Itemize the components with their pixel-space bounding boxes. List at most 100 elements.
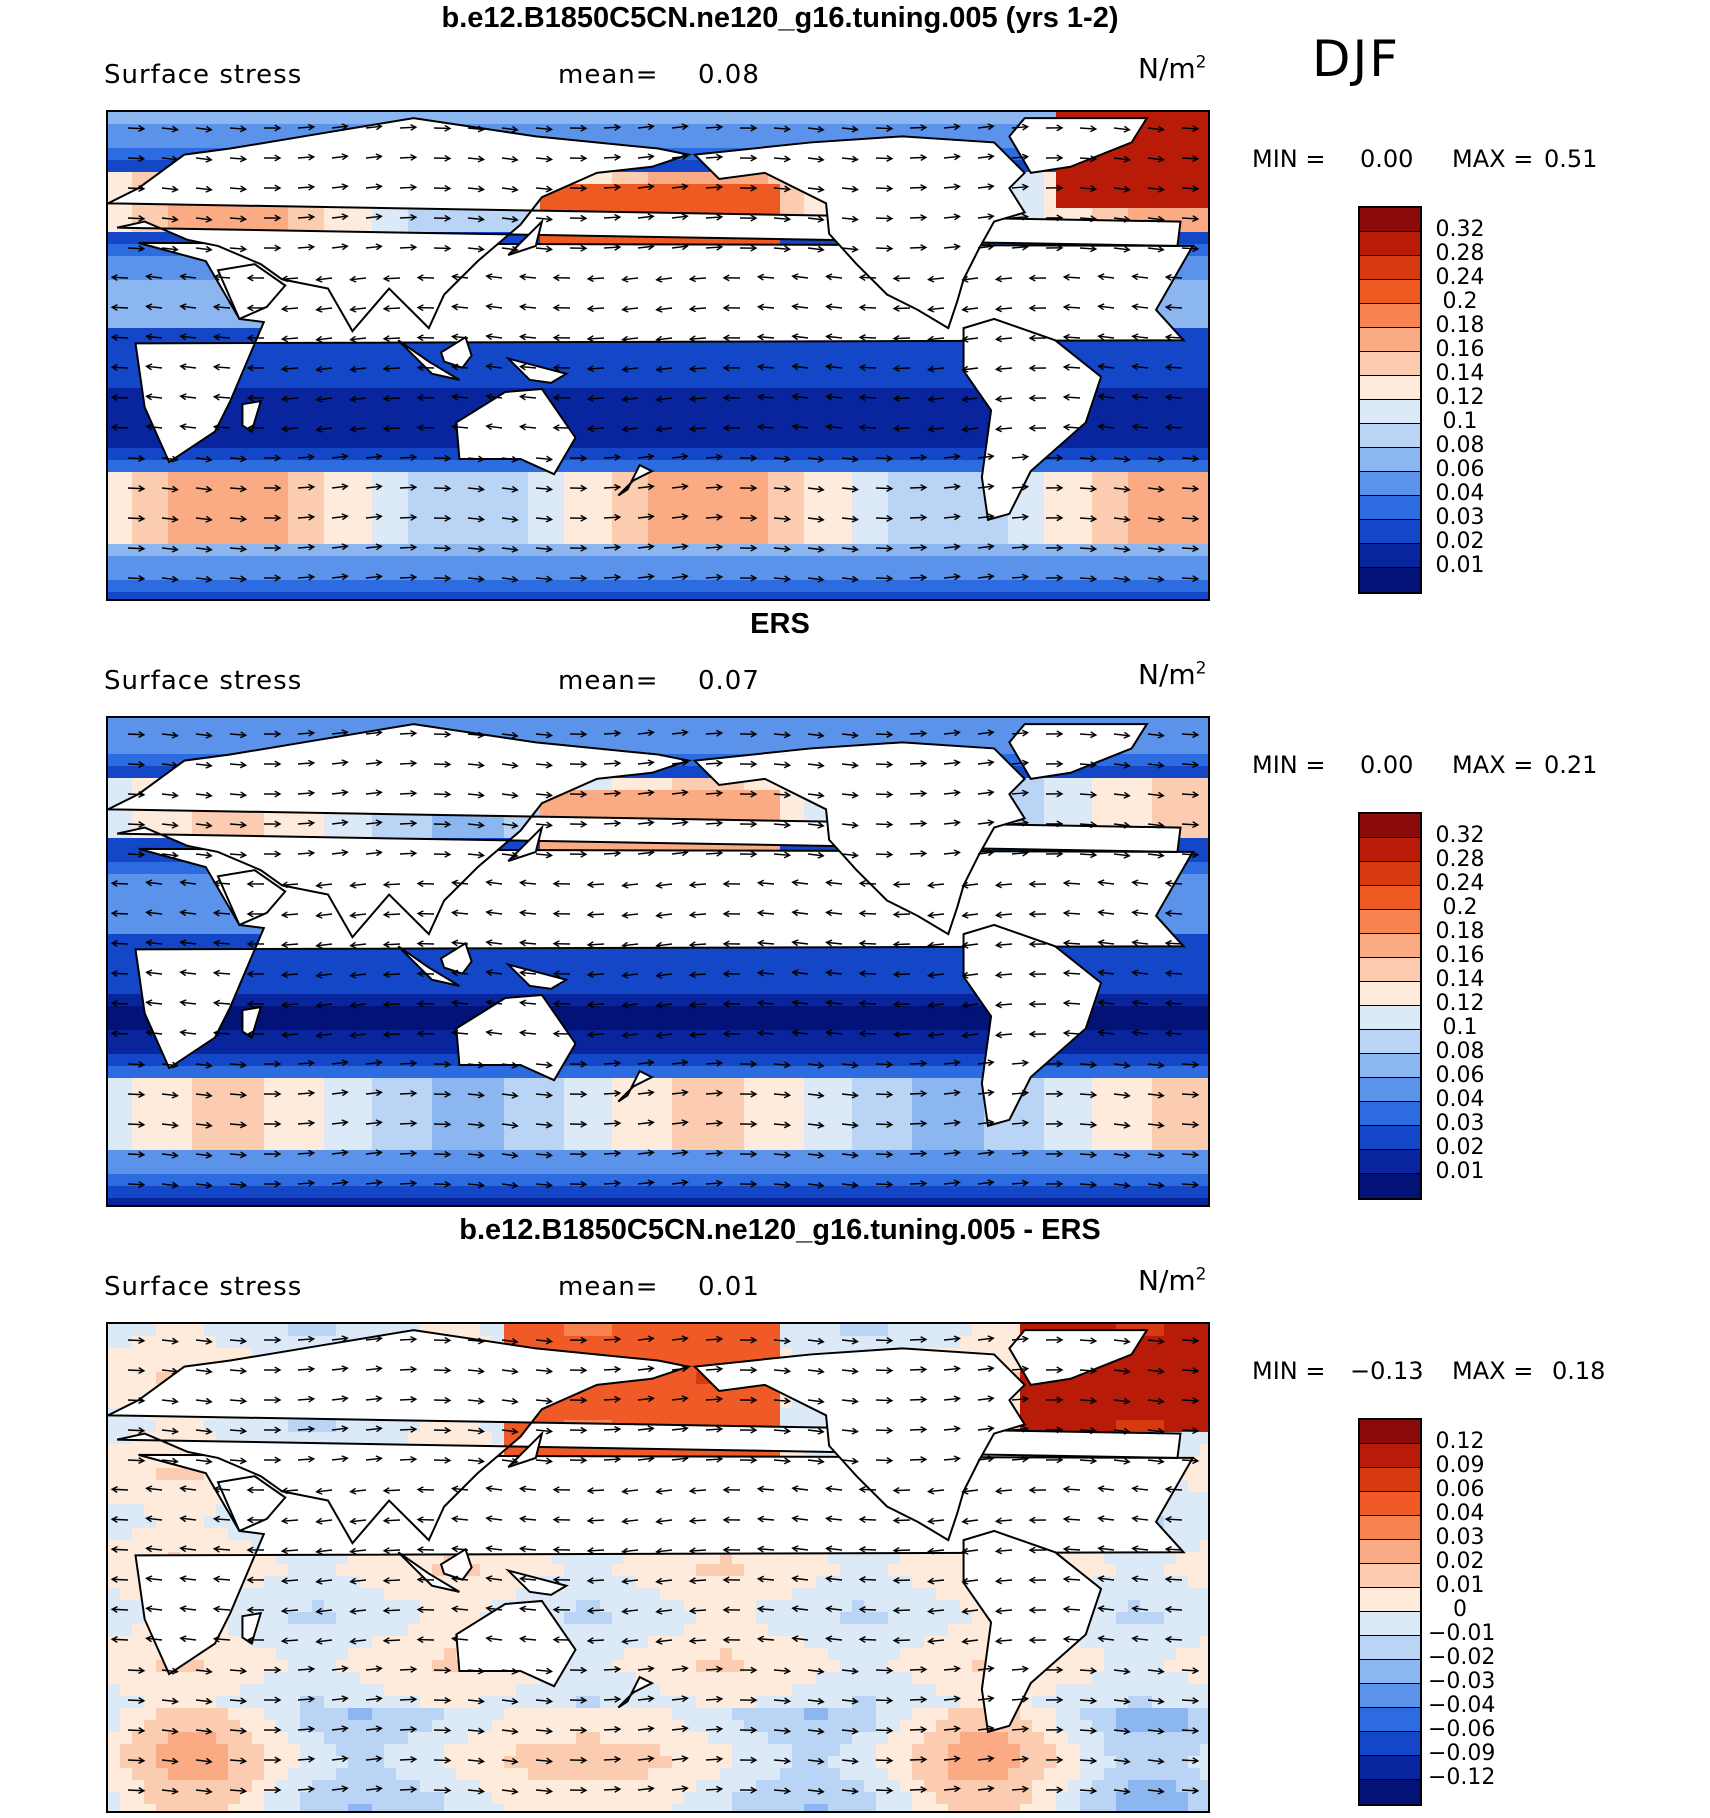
field-cell (204, 1078, 217, 1091)
field-cell (360, 556, 373, 569)
field-cell (936, 580, 949, 593)
field-cell (1116, 556, 1129, 569)
field-cell (168, 256, 181, 269)
field-cell (708, 496, 721, 509)
field-cell (1116, 520, 1129, 533)
field-cell (1080, 172, 1093, 185)
field-cell (864, 592, 877, 599)
colorbar-tick-label: 0.04 (1428, 481, 1492, 506)
field-cell (120, 1162, 133, 1175)
field-cell (192, 898, 205, 911)
field-cell (204, 922, 217, 935)
field-cell (600, 592, 613, 599)
field-cell (1056, 448, 1069, 461)
field-cell (108, 1066, 121, 1079)
field-cell (720, 532, 733, 545)
field-cell (792, 520, 805, 533)
field-cell (708, 376, 721, 389)
field-cell (132, 172, 145, 185)
field-cell (1176, 412, 1189, 425)
field-cell (1176, 460, 1189, 473)
field-cell (1056, 580, 1069, 593)
field-cell (600, 412, 613, 425)
field-cell (1092, 352, 1105, 365)
field-cell (132, 742, 145, 755)
field-cell (324, 592, 337, 599)
field-cell (672, 544, 685, 557)
field-cell (240, 1066, 253, 1079)
field-cell (156, 862, 169, 875)
field-cell (804, 592, 817, 599)
field-cell (600, 508, 613, 521)
field-cell (192, 580, 205, 593)
field-cell (924, 520, 937, 533)
field-cell (312, 376, 325, 389)
field-cell (300, 400, 313, 413)
field-cell (888, 112, 901, 125)
field-cell (1116, 340, 1129, 353)
field-cell (156, 532, 169, 545)
field-cell (900, 424, 913, 437)
field-cell (204, 718, 217, 731)
field-cell (408, 580, 421, 593)
field-cell (336, 556, 349, 569)
field-cell (372, 388, 385, 401)
field-cell (1032, 520, 1045, 533)
field-cell (1128, 388, 1141, 401)
field-cell (132, 934, 145, 947)
field-cell (696, 400, 709, 413)
field-cell (552, 592, 565, 599)
field-cell (792, 592, 805, 599)
colorbar-tick-label: 0.1 (1428, 409, 1492, 434)
field-cell (1140, 352, 1153, 365)
field-cell (504, 112, 517, 125)
field-cell (672, 376, 685, 389)
field-cell (504, 556, 517, 569)
field-cell (252, 376, 265, 389)
field-cell (636, 484, 649, 497)
field-cell (156, 484, 169, 497)
field-cell (600, 568, 613, 581)
field-cell (744, 136, 757, 149)
field-cell (468, 592, 481, 599)
field-cell (780, 112, 793, 125)
field-cell (768, 592, 781, 599)
field-cell (948, 556, 961, 569)
field-cell (696, 196, 709, 209)
field-cell (288, 112, 301, 125)
field-cell (288, 592, 301, 599)
field-cell (588, 124, 601, 137)
field-cell (204, 472, 217, 485)
field-cell (1116, 364, 1129, 377)
field-cell (108, 898, 121, 911)
field-cell (516, 496, 529, 509)
field-cell (612, 520, 625, 533)
field-cell (132, 244, 145, 257)
field-cell (840, 364, 853, 377)
field-cell (1092, 172, 1105, 185)
field-cell (348, 544, 361, 557)
field-cell (120, 376, 133, 389)
field-cell (228, 1018, 241, 1031)
field-cell (768, 184, 781, 197)
field-cell (108, 1054, 121, 1067)
field-cell (396, 376, 409, 389)
field-cell (1176, 532, 1189, 545)
field-cell (732, 424, 745, 437)
field-cell (144, 754, 157, 767)
field-cell (756, 592, 769, 599)
field-cell (660, 520, 673, 533)
field-cell (1200, 340, 1208, 353)
field-cell (240, 1126, 253, 1139)
field-cell (636, 184, 649, 197)
field-cell (1008, 532, 1021, 545)
field-cell (792, 568, 805, 581)
field-cell (876, 388, 889, 401)
field-cell (372, 376, 385, 389)
field-cell (576, 472, 589, 485)
field-cell (1200, 280, 1208, 293)
field-cell (276, 1066, 289, 1079)
field-cell (1176, 160, 1189, 173)
field-cell (1116, 496, 1129, 509)
field-cell (1176, 472, 1189, 485)
